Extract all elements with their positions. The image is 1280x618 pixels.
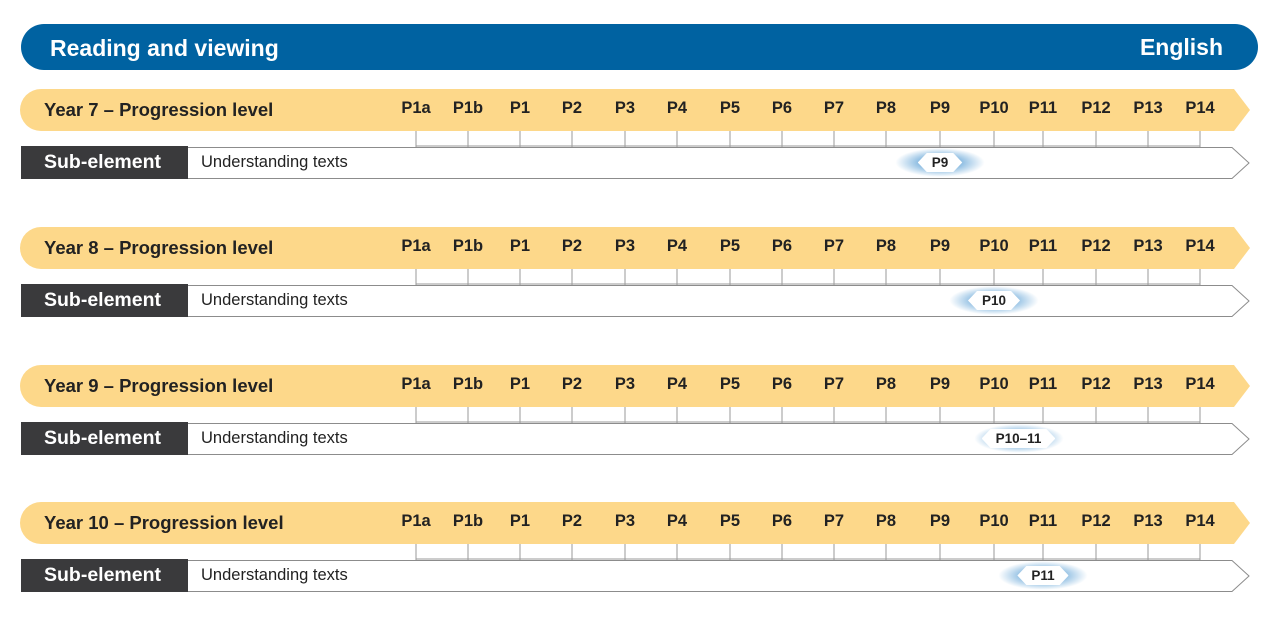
- progression-marker-badge: P11: [1017, 566, 1068, 585]
- year-progression-label: Year 8 – Progression level: [44, 237, 274, 258]
- level-label: P10: [979, 99, 1009, 117]
- level-label: P10: [979, 237, 1009, 255]
- level-label: P3: [614, 375, 636, 393]
- level-label: P13: [1133, 237, 1163, 255]
- level-label: P1: [509, 512, 531, 530]
- level-label: P5: [719, 512, 741, 530]
- sub-element-label: Sub-element: [21, 284, 188, 317]
- level-label: P3: [614, 99, 636, 117]
- level-label: P1b: [452, 512, 484, 530]
- level-label: P11: [1028, 237, 1058, 255]
- level-label: P13: [1133, 375, 1163, 393]
- level-label: P1: [509, 237, 531, 255]
- sub-element-text: Understanding texts: [201, 153, 348, 171]
- year-progression-label: Year 9 – Progression level: [44, 375, 274, 396]
- progression-marker-badge: P10: [968, 291, 1020, 310]
- level-label: P8: [875, 375, 897, 393]
- level-label: P8: [875, 99, 897, 117]
- level-label: P11: [1028, 99, 1058, 117]
- level-label: P9: [929, 512, 951, 530]
- level-label: P7: [823, 512, 845, 530]
- level-label: P7: [823, 375, 845, 393]
- level-label: P10: [979, 512, 1009, 530]
- level-label: P1a: [401, 237, 431, 255]
- level-label: P14: [1185, 375, 1215, 393]
- level-label: P9: [929, 99, 951, 117]
- sub-element-label: Sub-element: [21, 422, 188, 455]
- level-label: P8: [875, 237, 897, 255]
- level-label: P3: [614, 512, 636, 530]
- level-label: P12: [1081, 237, 1111, 255]
- year-row: Year 9 – Progression level P1a P1b P1 P2 P3 P4…: [0, 365, 1280, 465]
- level-label: P7: [823, 99, 845, 117]
- level-label: P5: [719, 237, 741, 255]
- level-label: P10: [979, 375, 1009, 393]
- level-bar-shape: [20, 227, 1250, 269]
- sub-element-label: Sub-element: [21, 559, 188, 592]
- header-subject: English: [1139, 34, 1223, 60]
- progression-marker-badge: P10–11: [982, 429, 1056, 448]
- level-label: P6: [771, 237, 793, 255]
- level-label: P14: [1185, 99, 1215, 117]
- sub-element-label: Sub-element: [21, 146, 188, 179]
- level-bar-shape: [20, 89, 1250, 131]
- year-row: Year 7 – Progression level P1a P1b P1 P2 P3 P4…: [0, 89, 1280, 189]
- level-label: P2: [561, 237, 583, 255]
- level-label: P1: [509, 99, 531, 117]
- level-label: P12: [1081, 99, 1111, 117]
- level-label: P14: [1185, 512, 1215, 530]
- level-label: P9: [929, 375, 951, 393]
- level-label: P2: [561, 512, 583, 530]
- level-label: P1b: [452, 375, 484, 393]
- progression-level-bar: Year 8 – Progression level: [20, 227, 1250, 269]
- header-title: Reading and viewing: [50, 35, 279, 61]
- level-label: P4: [666, 237, 688, 255]
- sub-element-text: Understanding texts: [201, 291, 348, 309]
- year-row: Year 8 – Progression level P1a P1b P1 P2 P3 P4…: [0, 227, 1280, 327]
- level-label: P8: [875, 512, 897, 530]
- level-label: P4: [666, 512, 688, 530]
- level-label: P11: [1028, 512, 1058, 530]
- level-label: P4: [666, 99, 688, 117]
- progression-level-bar: Year 9 – Progression level: [20, 365, 1250, 407]
- progression-level-bar: Year 7 – Progression level: [20, 89, 1250, 131]
- level-label: P1b: [452, 99, 484, 117]
- level-label: P4: [666, 375, 688, 393]
- level-label: P14: [1185, 237, 1215, 255]
- level-label: P5: [719, 375, 741, 393]
- level-label: P1a: [401, 99, 431, 117]
- header-banner: Reading and viewing English: [21, 24, 1258, 70]
- level-label: P9: [929, 237, 951, 255]
- level-label: P13: [1133, 512, 1163, 530]
- level-label: P1b: [452, 237, 484, 255]
- sub-element-text: Understanding texts: [201, 566, 348, 584]
- level-bar-shape: [20, 365, 1250, 407]
- level-label: P6: [771, 99, 793, 117]
- progression-marker-badge: P9: [918, 153, 963, 172]
- level-label: P11: [1028, 375, 1058, 393]
- year-row: Year 10 – Progression level P1a P1b P1 P2 P3 P…: [0, 502, 1280, 602]
- level-label: P6: [771, 375, 793, 393]
- level-label: P6: [771, 512, 793, 530]
- level-label: P5: [719, 99, 741, 117]
- level-label: P2: [561, 375, 583, 393]
- progression-level-bar: Year 10 – Progression level: [20, 502, 1250, 544]
- level-label: P13: [1133, 99, 1163, 117]
- level-label: P12: [1081, 375, 1111, 393]
- level-label: P1: [509, 375, 531, 393]
- year-progression-label: Year 10 – Progression level: [44, 512, 284, 533]
- level-bar-shape: [20, 502, 1250, 544]
- level-label: P3: [614, 237, 636, 255]
- level-label: P7: [823, 237, 845, 255]
- year-progression-label: Year 7 – Progression level: [44, 99, 274, 120]
- level-label: P1a: [401, 512, 431, 530]
- level-label: P1a: [401, 375, 431, 393]
- level-label: P12: [1081, 512, 1111, 530]
- sub-element-text: Understanding texts: [201, 429, 348, 447]
- level-label: P2: [561, 99, 583, 117]
